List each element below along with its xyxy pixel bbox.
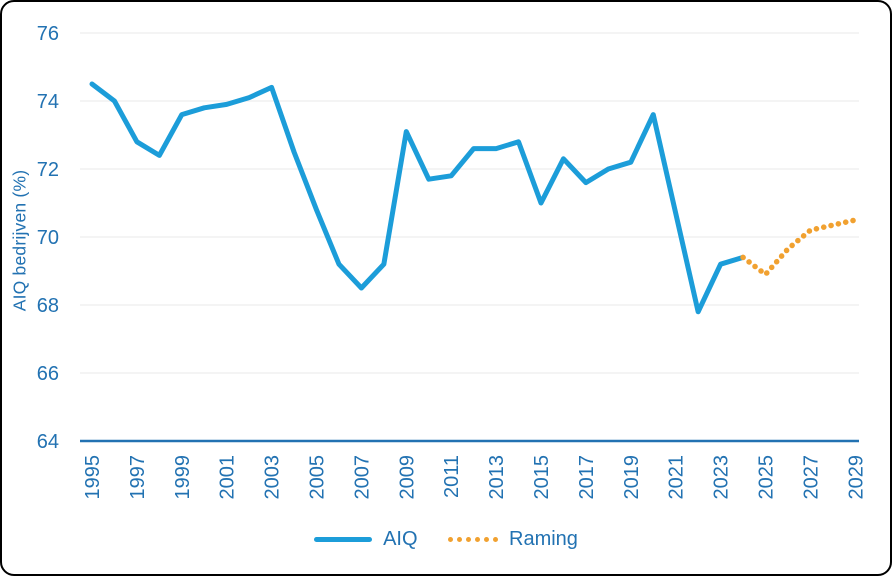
- x-tick-label: 2019: [621, 455, 643, 500]
- x-tick-label: 1997: [127, 455, 149, 500]
- x-tick-label: 2007: [351, 455, 373, 500]
- x-tick-label: 2023: [711, 455, 733, 500]
- y-tick-label: 64: [37, 431, 59, 453]
- y-tick-label: 70: [37, 227, 59, 249]
- x-tick-label: 2015: [531, 455, 553, 500]
- y-tick-label: 74: [37, 91, 59, 113]
- x-tick-label: 2017: [576, 455, 598, 500]
- aiq-series-line: [89, 81, 746, 315]
- x-tick-label: 2013: [486, 455, 508, 500]
- x-tick-label: 2011: [441, 455, 463, 498]
- x-tick-label: 2001: [217, 455, 239, 500]
- x-tick-label: 2027: [800, 455, 822, 500]
- x-tick-label: 1999: [172, 455, 194, 500]
- y-tick-label: 66: [37, 363, 59, 385]
- x-tick-label: 2025: [756, 455, 778, 500]
- legend-label-aiq: AIQ: [383, 528, 418, 550]
- x-tick-label: 2009: [396, 455, 418, 500]
- legend-item-aiq: AIQ: [314, 528, 418, 551]
- raming-series-line: [740, 217, 859, 278]
- x-tick-label: 1995: [82, 455, 104, 500]
- raming-dots-swatch-icon: [447, 536, 499, 543]
- legend-item-raming: Raming: [447, 528, 578, 551]
- x-tick-label: 2003: [262, 455, 284, 500]
- x-tick-label: 2005: [307, 455, 329, 500]
- y-tick-label: 76: [37, 23, 59, 45]
- legend: AIQ Raming: [2, 528, 890, 551]
- aiq-line-swatch-icon: [314, 537, 373, 542]
- x-tick-label: 2021: [666, 455, 688, 500]
- y-axis-title: AIQ bedrijven (%): [9, 169, 30, 312]
- y-tick-label: 68: [37, 295, 59, 317]
- legend-label-raming: Raming: [509, 528, 578, 550]
- x-tick-label: 2029: [845, 455, 867, 500]
- y-tick-label: 72: [37, 159, 59, 181]
